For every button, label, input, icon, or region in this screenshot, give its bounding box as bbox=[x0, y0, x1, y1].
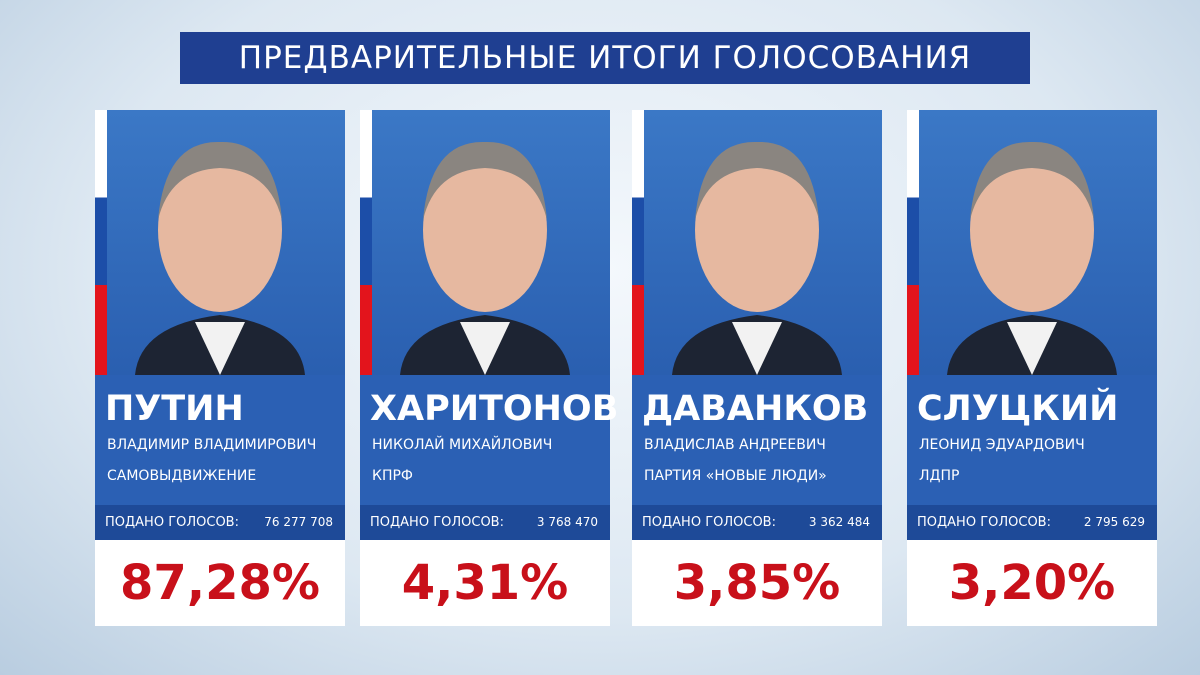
candidate-photo bbox=[95, 110, 345, 375]
percent: 3,20% bbox=[907, 540, 1157, 626]
votes-label: ПОДАНО ГОЛОСОВ: bbox=[370, 515, 504, 530]
full-name: ВЛАДИСЛАВ АНДРЕЕВИЧ bbox=[644, 437, 826, 453]
candidate-info: ПУТИН ВЛАДИМИР ВЛАДИМИРОВИЧ САМОВЫДВИЖЕНИЕ bbox=[95, 375, 345, 505]
hair bbox=[970, 141, 1094, 220]
shirt bbox=[1007, 322, 1057, 375]
surname: ХАРИТОНОВ bbox=[370, 389, 619, 429]
candidate-card: ДАВАНКОВ ВЛАДИСЛАВ АНДРЕЕВИЧ ПАРТИЯ «НОВЫЕ… bbox=[632, 110, 882, 626]
portrait bbox=[947, 141, 1117, 375]
flag-stripe bbox=[95, 110, 107, 375]
face bbox=[423, 148, 547, 312]
portrait bbox=[400, 141, 570, 375]
face bbox=[158, 148, 282, 312]
votes-row: ПОДАНО ГОЛОСОВ: 3 362 484 bbox=[632, 505, 882, 540]
surname: ПУТИН bbox=[105, 389, 244, 429]
votes-count: 2 795 629 bbox=[1083, 515, 1145, 529]
flag-stripe bbox=[907, 110, 919, 375]
candidate-info: ДАВАНКОВ ВЛАДИСЛАВ АНДРЕЕВИЧ ПАРТИЯ «НОВЫЕ… bbox=[632, 375, 882, 505]
percent: 3,85% bbox=[632, 540, 882, 626]
candidate-card: СЛУЦКИЙ ЛЕОНИД ЭДУАРДОВИЧ ЛДПР ПОДАНО ГОЛОС… bbox=[907, 110, 1157, 626]
candidate-info: СЛУЦКИЙ ЛЕОНИД ЭДУАРДОВИЧ ЛДПР bbox=[907, 375, 1157, 505]
votes-row: ПОДАНО ГОЛОСОВ: 76 277 708 bbox=[95, 505, 345, 540]
votes-label: ПОДАНО ГОЛОСОВ: bbox=[917, 515, 1051, 530]
full-name: ВЛАДИМИР ВЛАДИМИРОВИЧ bbox=[107, 437, 317, 453]
hair bbox=[423, 141, 547, 220]
party: КПРФ bbox=[372, 468, 413, 484]
shirt bbox=[195, 322, 245, 375]
party: САМОВЫДВИЖЕНИЕ bbox=[107, 468, 257, 484]
hair bbox=[695, 141, 819, 220]
votes-count: 76 277 708 bbox=[264, 515, 333, 529]
portrait bbox=[672, 141, 842, 375]
full-name: НИКОЛАЙ МИХАЙЛОВИЧ bbox=[372, 437, 553, 453]
flag-stripe bbox=[360, 110, 372, 375]
percent: 4,31% bbox=[360, 540, 610, 626]
candidate-photo bbox=[907, 110, 1157, 375]
face bbox=[695, 148, 819, 312]
shirt bbox=[732, 322, 782, 375]
title-bar: ПРЕДВАРИТЕЛЬНЫЕ ИТОГИ ГОЛОСОВАНИЯ bbox=[180, 32, 1030, 84]
votes-count: 3 768 470 bbox=[536, 515, 598, 529]
surname: СЛУЦКИЙ bbox=[917, 389, 1119, 429]
full-name: ЛЕОНИД ЭДУАРДОВИЧ bbox=[919, 437, 1085, 453]
surname: ДАВАНКОВ bbox=[642, 389, 869, 429]
candidate-card: ПУТИН ВЛАДИМИР ВЛАДИМИРОВИЧ САМОВЫДВИЖЕНИЕ… bbox=[95, 110, 345, 626]
portrait bbox=[135, 141, 305, 375]
shirt bbox=[460, 322, 510, 375]
votes-count: 3 362 484 bbox=[808, 515, 870, 529]
candidate-photo bbox=[360, 110, 610, 375]
votes-label: ПОДАНО ГОЛОСОВ: bbox=[105, 515, 239, 530]
face bbox=[970, 148, 1094, 312]
candidate-photo bbox=[632, 110, 882, 375]
candidate-card: ХАРИТОНОВ НИКОЛАЙ МИХАЙЛОВИЧ КПРФ ПОДАНО ГО… bbox=[360, 110, 618, 626]
hair bbox=[158, 141, 282, 220]
candidate-info: ХАРИТОНОВ НИКОЛАЙ МИХАЙЛОВИЧ КПРФ bbox=[360, 375, 618, 505]
votes-label: ПОДАНО ГОЛОСОВ: bbox=[642, 515, 776, 530]
party: ПАРТИЯ «НОВЫЕ ЛЮДИ» bbox=[644, 468, 827, 484]
votes-row: ПОДАНО ГОЛОСОВ: 2 795 629 bbox=[907, 505, 1157, 540]
votes-row: ПОДАНО ГОЛОСОВ: 3 768 470 bbox=[360, 505, 610, 540]
party: ЛДПР bbox=[919, 468, 960, 484]
percent: 87,28% bbox=[95, 540, 345, 626]
flag-stripe bbox=[632, 110, 644, 375]
